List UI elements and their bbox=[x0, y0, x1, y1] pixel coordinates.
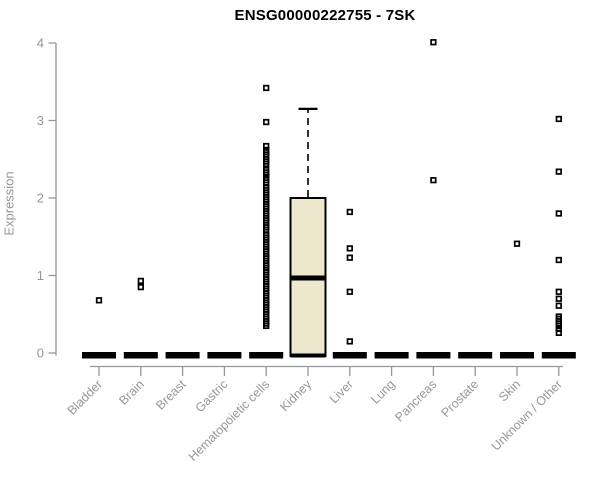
outlier-point bbox=[555, 329, 562, 336]
outlier-point bbox=[263, 118, 270, 126]
outlier-point bbox=[555, 295, 562, 302]
outlier-point bbox=[95, 297, 103, 304]
outlier-point bbox=[513, 240, 521, 247]
x-tick-label-skin: Skin bbox=[496, 377, 523, 404]
y-tick-label: 0 bbox=[37, 346, 44, 361]
boxplot-breast bbox=[165, 352, 200, 359]
x-tick-label-brain: Brain bbox=[116, 377, 147, 408]
y-axis: 0 1 2 3 4 bbox=[37, 36, 57, 361]
collapsed-box-bar bbox=[123, 352, 158, 359]
collapsed-box-bar bbox=[207, 352, 242, 359]
x-tick-label-bladder: Bladder bbox=[65, 377, 105, 417]
outlier-point bbox=[263, 84, 270, 92]
outlier-point bbox=[346, 208, 353, 216]
outlier-point bbox=[137, 283, 144, 291]
chart-title: ENSG00000222755 - 7SK bbox=[234, 7, 416, 24]
box-bottom-edge bbox=[290, 353, 326, 358]
boxplot-brain bbox=[123, 277, 158, 359]
x-tick-label-hematopoietic-cells: Hematopoietic cells bbox=[186, 377, 273, 464]
median-line bbox=[290, 275, 326, 281]
boxplot-hematopoietic-cells bbox=[249, 84, 284, 359]
y-tick-label: 2 bbox=[37, 191, 44, 206]
collapsed-box-bar bbox=[165, 352, 200, 359]
x-tick-label-unknown-other: Unknown / Other bbox=[489, 377, 565, 453]
outlier-point bbox=[555, 256, 562, 264]
y-tick-label: 3 bbox=[37, 113, 44, 128]
x-tick-label-gastric: Gastric bbox=[193, 377, 231, 415]
outlier-point bbox=[555, 168, 562, 175]
outlier-point bbox=[555, 115, 562, 123]
boxplot-skin bbox=[500, 240, 534, 359]
outlier-point bbox=[430, 39, 437, 46]
outlier-point bbox=[263, 160, 270, 168]
boxplot-prostate bbox=[458, 352, 493, 359]
boxplot-lung bbox=[374, 352, 409, 359]
collapsed-box-bar bbox=[416, 352, 451, 359]
collapsed-box-bar bbox=[249, 352, 284, 359]
x-tick-label-liver: Liver bbox=[327, 377, 356, 406]
collapsed-box-bar bbox=[541, 352, 576, 359]
collapsed-box-bar bbox=[332, 352, 367, 359]
x-tick-label-kidney: Kidney bbox=[277, 377, 314, 414]
outlier-point bbox=[555, 210, 562, 217]
outlier-point bbox=[346, 338, 353, 345]
outlier-point bbox=[346, 245, 353, 252]
x-tick-label-prostate: Prostate bbox=[438, 377, 481, 420]
boxplot-bladder bbox=[82, 297, 116, 359]
boxplot-gastric bbox=[207, 352, 242, 359]
outlier-point bbox=[346, 254, 353, 261]
outlier-point bbox=[430, 177, 437, 184]
outlier-point bbox=[555, 302, 562, 309]
collapsed-box-bar bbox=[374, 352, 409, 359]
x-tick-label-lung: Lung bbox=[368, 377, 398, 407]
boxplot-unknown-other bbox=[541, 115, 576, 359]
outlier-point bbox=[346, 288, 353, 295]
collapsed-box-bar bbox=[500, 352, 534, 359]
x-tick-label-breast: Breast bbox=[153, 377, 189, 413]
x-tick-label-pancreas: Pancreas bbox=[392, 377, 439, 424]
boxplot-pancreas bbox=[416, 39, 451, 359]
outlier-point bbox=[137, 277, 144, 285]
outlier-point bbox=[263, 322, 270, 330]
outlier-point bbox=[555, 288, 562, 295]
y-tick-label: 4 bbox=[37, 36, 44, 51]
y-tick-label: 1 bbox=[37, 268, 44, 283]
boxplot-liver bbox=[332, 208, 367, 359]
boxplot-kidney bbox=[289, 107, 327, 358]
collapsed-box-bar bbox=[82, 352, 116, 359]
collapsed-box-bar bbox=[458, 352, 493, 359]
